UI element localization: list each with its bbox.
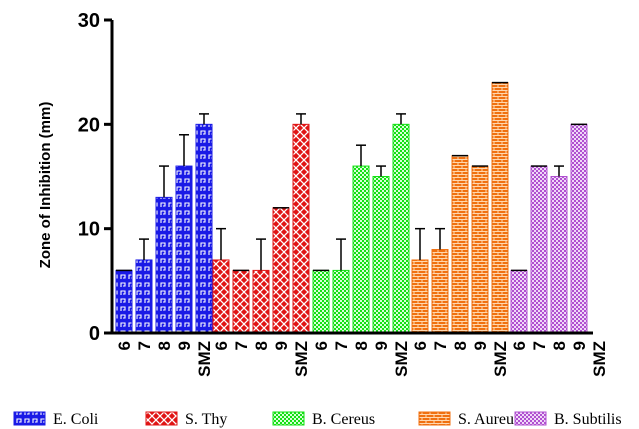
bar [372, 176, 390, 334]
legend-item: S. Aureus [418, 411, 520, 428]
bar [451, 155, 469, 334]
bar-group: 6 7 8 9 SMZ [312, 113, 411, 377]
x-tick-label: 8 [352, 341, 371, 350]
bar-group: 6 7 8 9 SMZ [115, 113, 214, 377]
legend: E. Coli S. Thy B. Cereus S. Aureus B. Subtil… [13, 411, 622, 428]
x-tick-label: 6 [115, 341, 134, 350]
x-tick-label: 7 [431, 341, 450, 350]
legend-label: E. Coli [53, 411, 99, 428]
x-tick-label: 7 [530, 341, 549, 350]
bar-group: 6 7 8 9 SMZ [212, 113, 311, 377]
legend-item: B. Cereus [272, 411, 375, 428]
y-axis: 0 10 20 30 [78, 10, 114, 345]
bar [115, 269, 133, 334]
x-tick-label: 6 [411, 341, 430, 350]
x-tick-label: 9 [372, 341, 391, 350]
x-tick-label: 8 [252, 341, 271, 350]
bar [431, 249, 449, 334]
bar [510, 269, 528, 334]
x-tick-label: 8 [550, 341, 569, 350]
bar [292, 123, 310, 334]
y-tick-label: 30 [78, 10, 100, 32]
legend-swatch [418, 411, 451, 426]
y-axis-label: Zone of Inhibition (mm) [37, 102, 54, 269]
legend-label: B. Cereus [312, 411, 375, 428]
bar [232, 269, 250, 334]
x-tick-label: 9 [175, 341, 194, 350]
x-tick-label: SMZ [491, 341, 510, 377]
x-tick-label: SMZ [392, 341, 411, 377]
legend-label: S. Aureus [458, 411, 520, 428]
bar [252, 269, 270, 334]
bar [135, 259, 153, 334]
legend-item: E. Coli [13, 411, 99, 428]
bar [471, 165, 489, 334]
legend-label: B. Subtilis [554, 411, 622, 428]
bar [312, 269, 330, 334]
bar [570, 123, 588, 334]
x-tick-label: SMZ [195, 341, 214, 377]
legend-swatch [13, 411, 46, 426]
y-tick-label: 0 [89, 323, 100, 345]
bar [175, 165, 193, 334]
bar-group: 6 7 8 9 SMZ [411, 81, 510, 377]
bar [550, 176, 568, 334]
x-tick-label: 8 [451, 341, 470, 350]
legend-swatch [272, 411, 305, 426]
bar [392, 123, 410, 334]
bar [195, 123, 213, 334]
x-tick-label: 8 [155, 341, 174, 350]
bar [352, 165, 370, 334]
y-tick-label: 20 [78, 114, 100, 136]
x-tick-label: 7 [232, 341, 251, 350]
legend-item: S. Thy [145, 411, 227, 428]
bar-group: 6 7 8 9 SMZ [510, 123, 609, 377]
y-tick-label: 10 [78, 219, 100, 241]
legend-item: B. Subtilis [514, 411, 622, 428]
legend-swatch [514, 411, 547, 426]
bar [332, 269, 350, 334]
legend-label: S. Thy [185, 411, 227, 428]
bar [411, 259, 429, 334]
bar [155, 196, 173, 334]
x-tick-label: 7 [135, 341, 154, 350]
legend-swatch [145, 411, 178, 426]
x-tick-label: 9 [471, 341, 490, 350]
x-tick-label: 6 [312, 341, 331, 350]
x-tick-label: 6 [212, 341, 231, 350]
bar [491, 82, 509, 334]
x-tick-label: 6 [510, 341, 529, 350]
x-tick-label: SMZ [590, 341, 609, 377]
bar [212, 259, 230, 334]
x-tick-label: SMZ [292, 341, 311, 377]
x-tick-label: 7 [332, 341, 351, 350]
bar [530, 165, 548, 334]
x-tick-label: 9 [570, 341, 589, 350]
x-tick-label: 9 [272, 341, 291, 350]
bar [272, 207, 290, 334]
